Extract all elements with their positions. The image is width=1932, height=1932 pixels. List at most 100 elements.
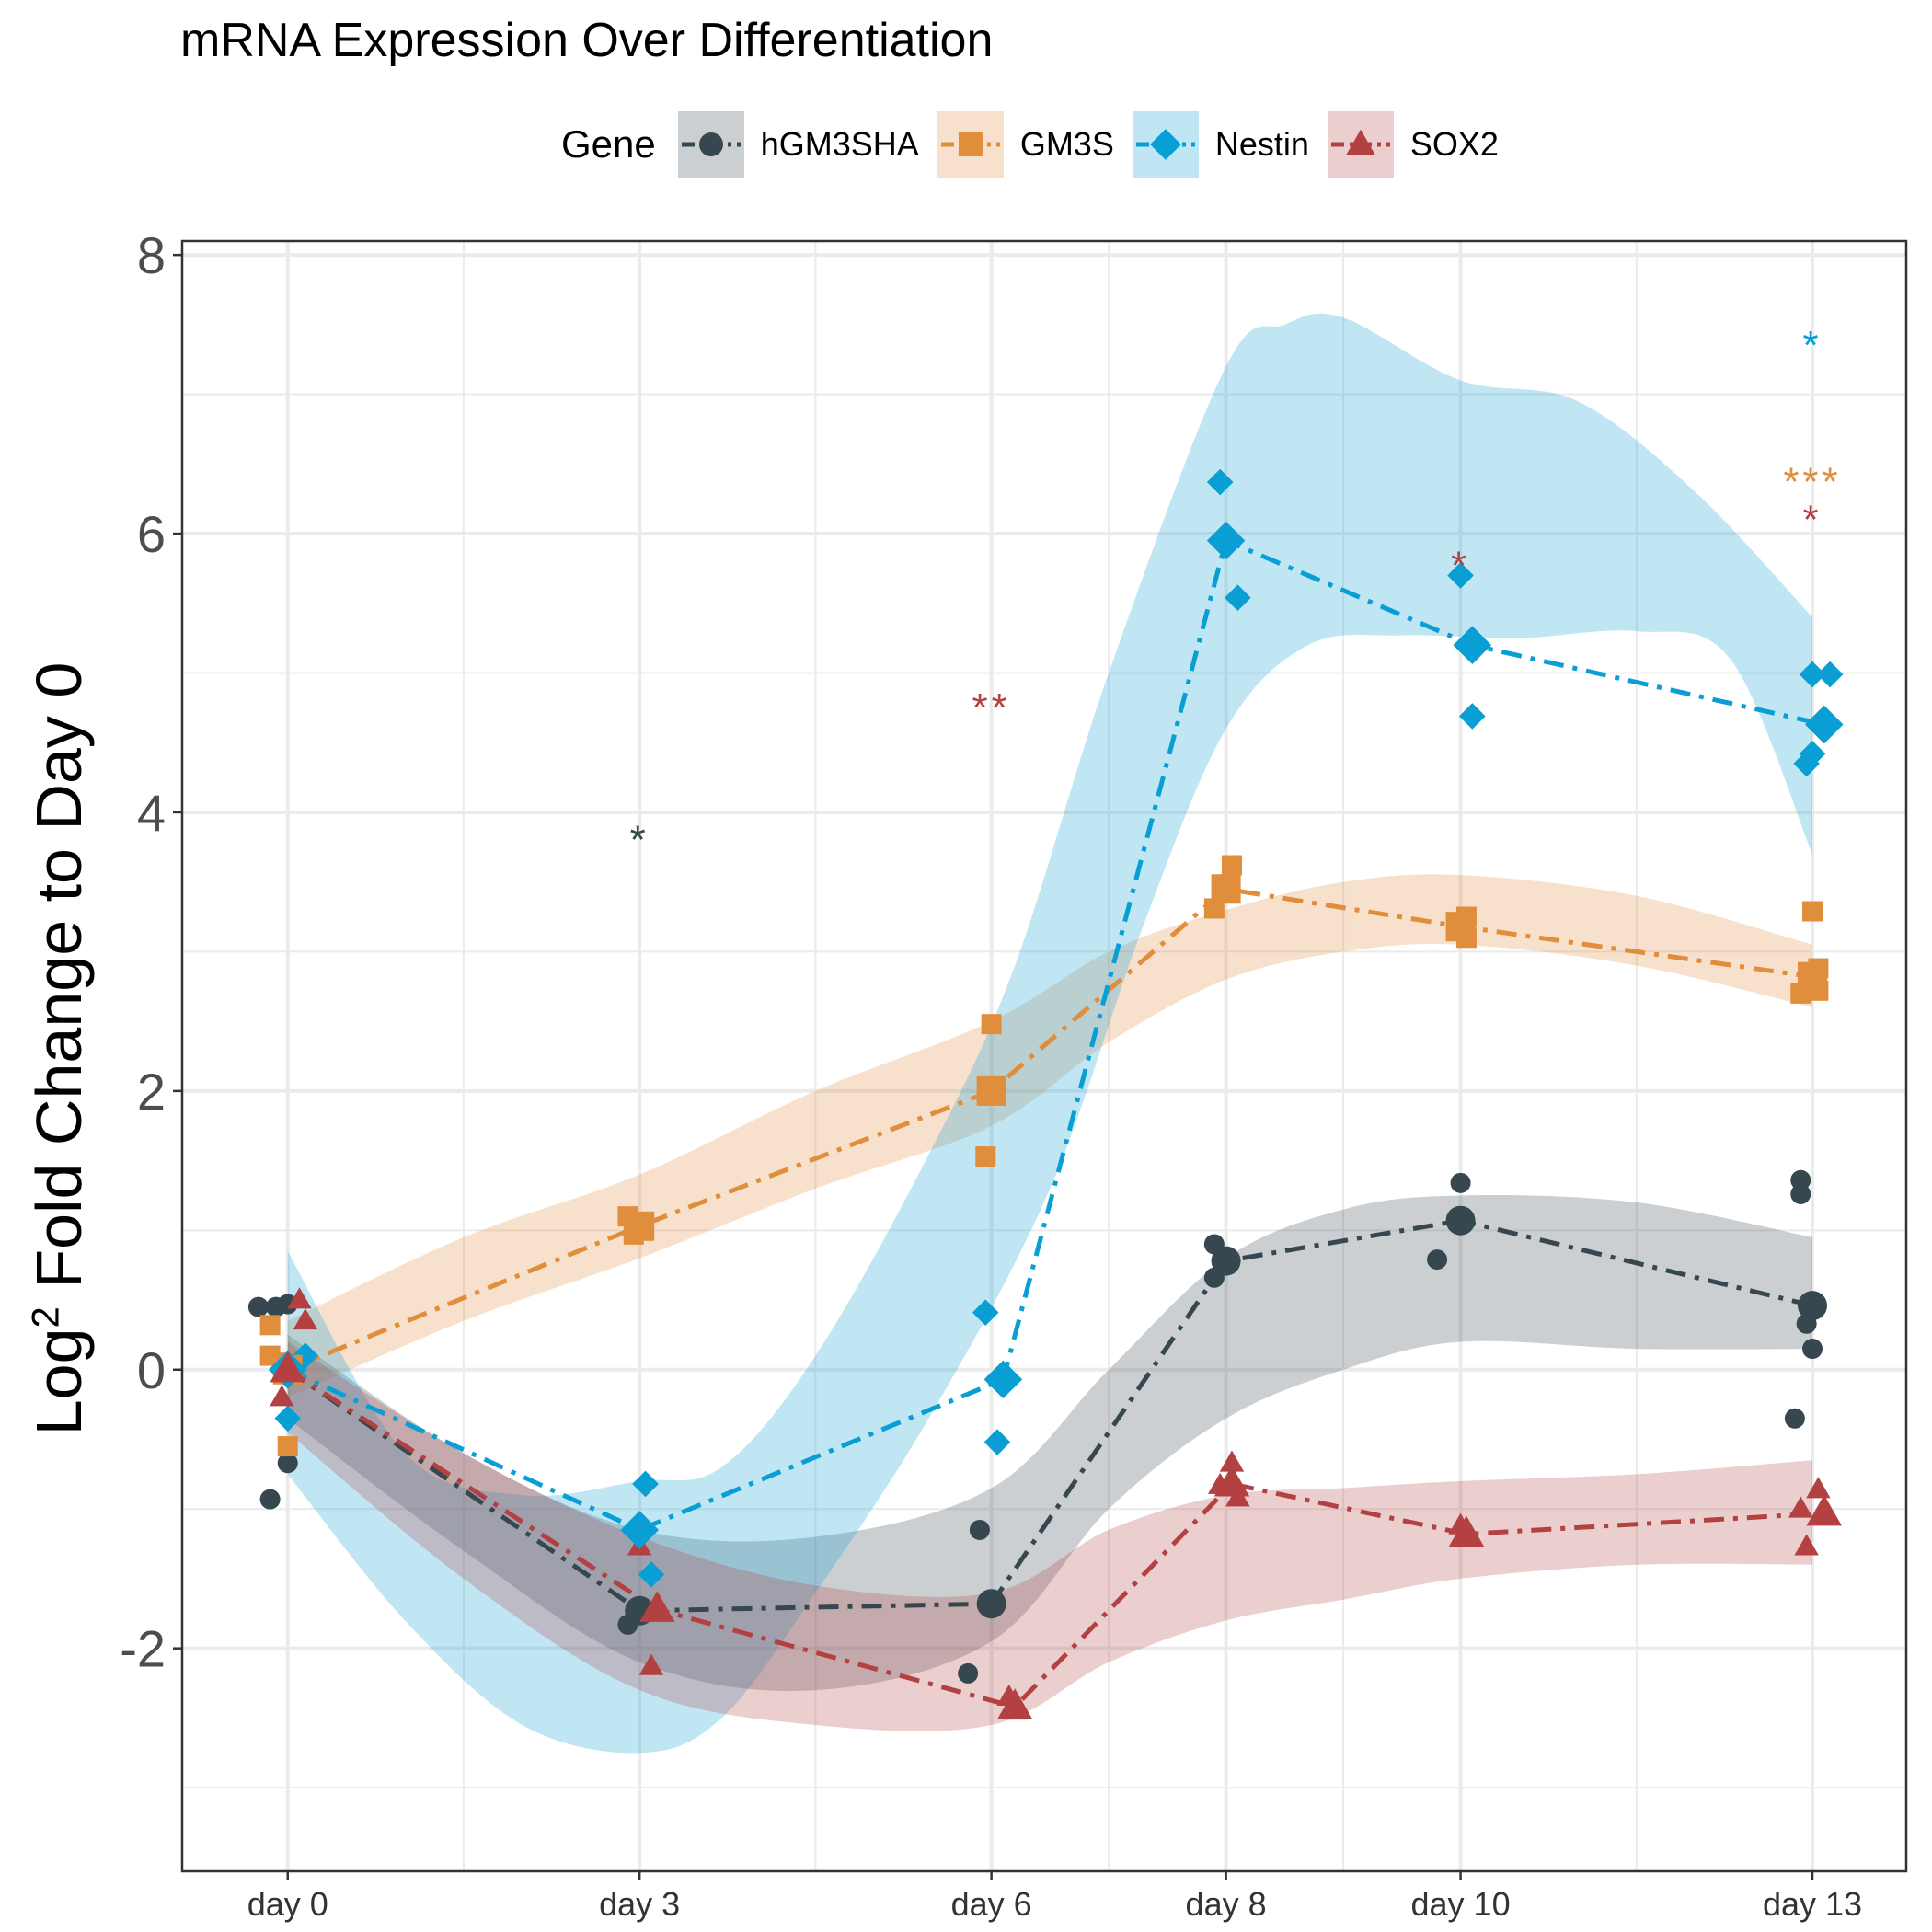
replicate-point (638, 1561, 665, 1588)
replicate-point (1790, 1169, 1811, 1190)
significance-annotation: * (1451, 543, 1470, 588)
significance-annotation: * (1802, 323, 1822, 368)
grid (182, 241, 1906, 1871)
replicate-point (1806, 1477, 1831, 1499)
legend-key-marker (958, 132, 983, 156)
replicate-point (1799, 741, 1826, 767)
significance-annotation: * (630, 818, 650, 863)
replicate-point (638, 1653, 664, 1675)
series-line (286, 1218, 1813, 1614)
replicate-point (277, 1453, 298, 1474)
replicate-point (1793, 750, 1820, 777)
replicate-point (1802, 1339, 1823, 1360)
confidence-band (287, 1195, 1813, 1691)
legend-key-marker (698, 132, 723, 156)
replicate-point (247, 1296, 269, 1317)
legend-label: Nestin (1214, 125, 1309, 163)
replicate-point (1459, 703, 1486, 730)
mean-point (1798, 1291, 1828, 1321)
replicate-point (1447, 562, 1474, 589)
replicate-point (1794, 1534, 1819, 1556)
mean-point (976, 1075, 1006, 1106)
mean-point (270, 1351, 305, 1383)
mean-point (1453, 626, 1492, 665)
series-line (286, 537, 1825, 1533)
mean-point (996, 1688, 1033, 1719)
replicate-point (259, 1315, 281, 1336)
mean-point (620, 1511, 659, 1549)
mean-points (268, 521, 1844, 1719)
replicate-point (1802, 901, 1823, 922)
x-tick-label: day 10 (1411, 1885, 1511, 1923)
mean-point (976, 1589, 1006, 1619)
panel-border (180, 239, 1908, 1873)
replicate-point (1219, 1450, 1245, 1472)
confidence-bands (287, 313, 1813, 1754)
legend-item-nestin: Nestin (1132, 111, 1309, 178)
replicate-point (983, 1429, 1011, 1455)
confidence-band (287, 1341, 1813, 1731)
replicate-point (632, 1470, 659, 1498)
legend-key-marker (1149, 129, 1181, 160)
y-tick-label: -2 (120, 1620, 166, 1678)
mean-point (1213, 1465, 1250, 1497)
significance-annotation: ** (972, 685, 1011, 730)
significance-annotations: ********* (630, 323, 1841, 863)
x-tick-label: day 6 (951, 1885, 1032, 1923)
mean-point (1211, 874, 1241, 904)
x-tick-label: day 3 (599, 1885, 680, 1923)
replicate-point (1450, 1172, 1471, 1193)
mean-point (1206, 521, 1246, 560)
replicate-point (969, 1519, 990, 1540)
replicate-point (293, 1308, 318, 1330)
replicate-point (1816, 661, 1844, 688)
replicate-point (958, 1662, 979, 1684)
significance-annotation: * (1802, 497, 1822, 542)
mean-point (1445, 912, 1476, 942)
mean-point (983, 1360, 1023, 1399)
replicate-point (1788, 1496, 1813, 1518)
confidence-band (287, 313, 1813, 1754)
replicate-point (972, 1299, 999, 1326)
replicate-point (1221, 855, 1242, 876)
legend-key-diamond-icon (1132, 111, 1199, 178)
confidence-band (287, 874, 1813, 1398)
axes: -2 0 2 4 6 8 day 0 day 3 day 6 day 8 day 10 day 13 (120, 226, 1862, 1923)
replicate-point (270, 1385, 294, 1407)
mean-point (625, 1211, 655, 1241)
replicate-point (274, 1405, 302, 1432)
legend-label: SOX2 (1409, 125, 1499, 163)
y-tick-label: 0 (137, 1341, 166, 1399)
y-tick-label: 6 (137, 505, 166, 563)
mean-point (1211, 1246, 1241, 1276)
replicate-point (1784, 1408, 1805, 1429)
mean-lines (286, 537, 1825, 1710)
legend-key-marker (1346, 129, 1375, 155)
series-line (286, 1367, 1824, 1710)
chart-title: mRNA Expression Over Differentiation (180, 14, 994, 67)
legend-key-square-icon (937, 111, 1004, 178)
mean-point (639, 1591, 675, 1622)
x-tick-label: day 0 (247, 1885, 328, 1923)
replicate-point (1225, 584, 1251, 612)
replicate-point (277, 1436, 298, 1457)
mean-point (1448, 1515, 1485, 1547)
replicate-point (292, 1342, 319, 1369)
y-tick-label: 2 (137, 1063, 166, 1121)
legend-item-gm3s: GM3S (937, 111, 1114, 178)
legend-key-triangle-icon (1327, 111, 1394, 178)
significance-annotation: *** (1783, 459, 1841, 504)
legend: Gene hGM3SHA GM3S Nestin SOX2 (561, 110, 1517, 178)
mean-point (1445, 1205, 1476, 1236)
legend-item-sox2: SOX2 (1327, 111, 1499, 178)
legend-item-hgm3sha: hGM3SHA (677, 111, 919, 178)
replicate-point (1427, 1249, 1448, 1271)
replicate-point (981, 1014, 1002, 1035)
legend-title: Gene (561, 122, 656, 166)
legend-key-circle-icon (677, 111, 744, 178)
replicate-point (1790, 1183, 1811, 1204)
replicate-point (287, 1287, 312, 1309)
x-tick-label: day 13 (1763, 1885, 1862, 1923)
y-tick-label: 8 (137, 226, 166, 284)
